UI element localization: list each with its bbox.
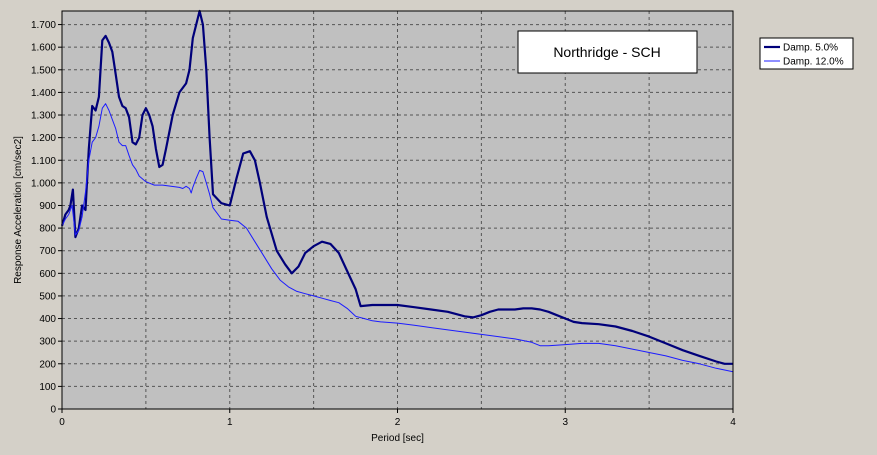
y-tick-label: 1.000 [31,178,56,189]
x-tick-label: 4 [730,417,736,428]
y-tick-label: 900 [39,201,56,212]
legend: Damp. 5.0% Damp. 12.0% [759,37,854,70]
chart-title-box: Northridge - SCH [517,30,698,74]
y-tick-label: 300 [39,337,56,348]
y-tick-label: 200 [39,359,56,370]
y-tick-label: 1.300 [31,111,56,122]
y-tick-label: 1.500 [31,65,56,76]
x-tick-label: 3 [562,417,568,428]
axis-ticks: 0 1 2 3 4 0 100 200 300 400 500 600 700 800 900 1.000 1.… [31,20,736,428]
y-tick-label: 1.100 [31,156,56,167]
x-tick-label: 0 [59,417,65,428]
y-tick-label: 600 [39,269,56,280]
series-line-0 [60,9,733,365]
y-tick-label: 700 [39,246,56,257]
legend-label-damp-5: Damp. 5.0% [783,43,838,54]
y-tick-label: 1.600 [31,43,56,54]
title-box-frame [517,30,698,74]
x-axis-title: Period [sec] [371,433,424,444]
y-axis-title: Response Acceleration [cm/sec2] [13,136,24,284]
y-tick-label: 400 [39,314,56,325]
y-tick-label: 0 [50,405,56,416]
plot-frame [61,10,734,410]
series-lines [60,9,734,373]
y-tick-label: 1.400 [31,88,56,99]
chart-title: Northridge - SCH [553,44,660,60]
y-tick-label: 500 [39,291,56,302]
series-line-1 [61,103,734,373]
y-tick-label: 1.200 [31,133,56,144]
x-tick-label: 1 [227,417,233,428]
legend-label-damp-12: Damp. 12.0% [783,57,844,68]
y-tick-label: 1.700 [31,20,56,31]
legend-frame [759,37,854,70]
x-tick-label: 2 [395,417,401,428]
y-tick-label: 800 [39,224,56,235]
y-tick-label: 100 [39,382,56,393]
